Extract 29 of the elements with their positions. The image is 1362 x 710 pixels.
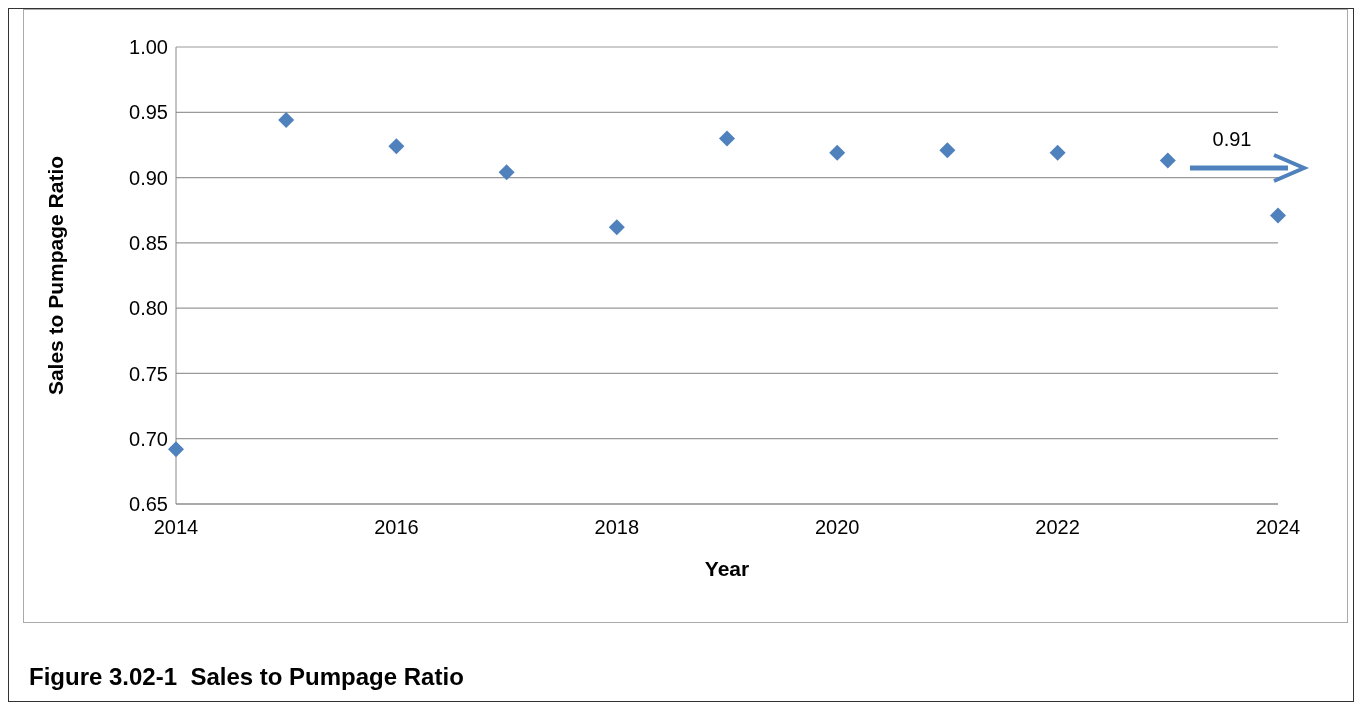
x-tick-label: 2022 [1035,516,1080,539]
point [1049,144,1066,161]
y-tick-label: 0.65 [129,493,168,516]
x-axis-title: Year [704,557,750,580]
text: Figure 3.02-1 Sales to Pumpage Ratio [29,663,464,691]
point [608,219,625,236]
x-tick-label: 2018 [594,516,640,539]
y-tick-label: 0.75 [129,362,168,385]
y-tick-label: 0.80 [129,297,168,320]
point [1270,207,1286,224]
x-tick-label: 2020 [814,516,860,539]
y-tick-label: 0.95 [129,101,168,124]
y-tick-label: 1.00 [129,36,168,59]
y-tick-label: 0.85 [129,231,168,254]
y-tick-label: 0.90 [129,166,168,189]
x-tick-label: 2014 [153,516,199,539]
y-axis-title: Sales to Pumpage Ratio [44,155,68,396]
point [1159,152,1176,169]
point [939,142,956,159]
annotation: 0.91 [1212,128,1252,150]
y-tick-label: 0.70 [129,427,168,450]
x-tick-label: 2016 [374,516,419,539]
x-tick-label: 2024 [1255,516,1301,539]
point [829,144,846,161]
point [168,441,184,458]
point [498,164,515,181]
point [719,130,735,147]
point [278,112,295,129]
point [388,138,405,155]
